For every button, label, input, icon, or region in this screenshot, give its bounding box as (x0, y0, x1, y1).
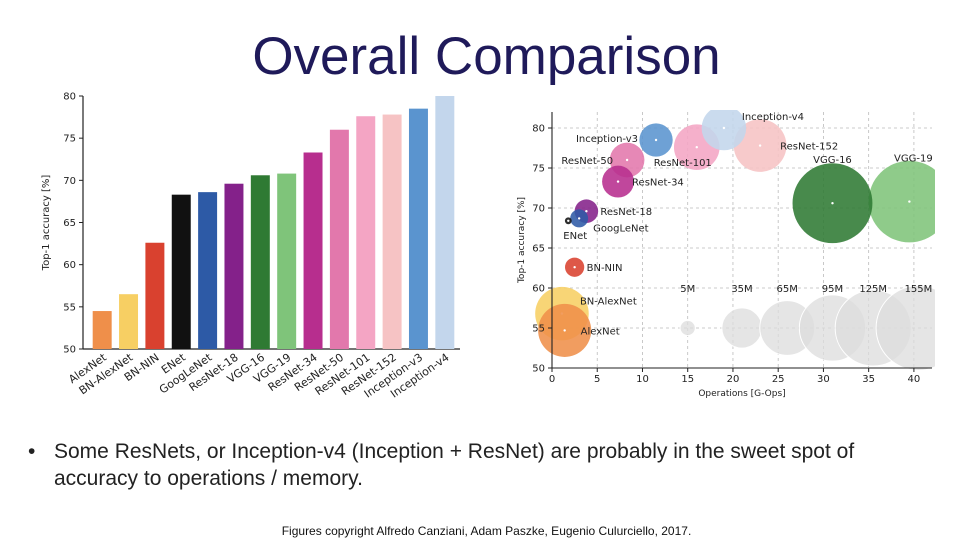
y-tick-label: 70 (532, 204, 545, 215)
model-bubble-center (567, 219, 570, 222)
bar (171, 194, 191, 349)
x-tick-label: 40 (908, 374, 921, 385)
bar (92, 311, 112, 349)
bubble-label: BN-NIN (587, 263, 623, 274)
page-title: Overall Comparison (252, 27, 721, 86)
bar (303, 152, 323, 349)
model-bubble-center (722, 126, 726, 130)
bubble-label: Inception-v3 (576, 134, 638, 145)
model-bubble-center (563, 329, 566, 332)
model-bubble-center (695, 146, 698, 149)
figure-credit: Figures copyright Alfredo Canziani, Adam… (281, 524, 692, 538)
y-tick-label: 65 (63, 218, 76, 229)
bar (145, 242, 165, 349)
y-tick-label: 80 (63, 92, 76, 103)
bubble-label: Inception-v4 (742, 112, 804, 123)
x-tick-label: 15 (681, 374, 694, 385)
model-bubble-center (908, 200, 911, 203)
y-tick-label: 55 (532, 324, 545, 335)
y-tick-label: 60 (532, 284, 545, 295)
bubble-label: VGG-16 (813, 155, 852, 166)
model-bubble-center (625, 158, 629, 162)
y-tick-label: 75 (532, 164, 545, 175)
bar (329, 129, 349, 349)
x-tick-label: 25 (772, 374, 785, 385)
bubble-label: GoogLeNet (593, 223, 649, 234)
y-tick-label: 50 (63, 345, 76, 356)
bubble-label: ENet (563, 231, 587, 242)
bar (435, 96, 455, 349)
model-bubble (868, 160, 935, 243)
size-legend-bubble (679, 319, 696, 337)
y-tick-label: 60 (63, 260, 76, 271)
y-tick-label: 70 (63, 176, 76, 187)
bubble-label: ResNet-34 (632, 178, 684, 189)
bar (198, 192, 218, 349)
model-bubble-center (585, 210, 588, 213)
bar (224, 183, 244, 349)
bar (356, 116, 376, 350)
size-legend-bubble (875, 285, 935, 371)
y-tick-label: 65 (532, 244, 545, 255)
size-legend-label: 125M (859, 284, 887, 295)
model-bubble-center (573, 266, 576, 269)
y-tick-label: 80 (532, 124, 545, 135)
bubble-label: ResNet-152 (780, 142, 838, 153)
y-tick-label: 55 (63, 302, 76, 313)
x-tick-label: 5 (594, 374, 600, 385)
x-tick-label: 30 (817, 374, 830, 385)
model-bubble-center (577, 217, 581, 220)
bullet-text: Some ResNets, or Inception-v4 (Inception… (54, 440, 855, 490)
bar (408, 108, 428, 350)
bar (382, 114, 402, 349)
model-bubble-center (654, 138, 658, 142)
model-bubble (701, 110, 747, 151)
x-tick-label: 35 (862, 374, 875, 385)
bubble-label: BN-AlexNet (580, 297, 637, 308)
size-legend-label: 95M (822, 284, 843, 295)
x-tick-label: 10 (636, 374, 649, 385)
bar (277, 173, 297, 349)
bubble-label: AlexNet (581, 326, 620, 337)
accuracy-vs-operations-bubble-chart: 5M 35M 65M 95M 125M 155M AlexNet BN-AlexNet BN-N… (517, 110, 935, 399)
size-legend-bubble (721, 307, 763, 349)
size-legend-label: 155M (905, 284, 933, 295)
bar (119, 294, 139, 349)
bubble-label: ResNet-101 (654, 158, 712, 169)
size-legend-label: 35M (731, 284, 752, 295)
y-tick-label: 75 (63, 134, 76, 145)
model-bubble-center (831, 202, 834, 205)
model-bubble-center (616, 180, 620, 183)
bubble-label: ResNet-18 (600, 207, 652, 218)
y-tick-label: 50 (532, 364, 545, 375)
x-axis-title: Operations [G-Ops] (698, 389, 785, 399)
x-tick-label: 20 (727, 374, 740, 385)
bubble-label: VGG-19 (894, 154, 933, 165)
size-legend-label: 5M (680, 284, 695, 295)
bubble-label: ResNet-50 (561, 156, 613, 167)
y-axis-title: Top-1 accuracy [%] (41, 175, 52, 272)
size-legend-label: 65M (777, 284, 798, 295)
bullet-marker: • (28, 440, 36, 463)
x-tick-label: 0 (549, 374, 555, 385)
y-axis-title: Top-1 accuracy [%] (517, 197, 527, 284)
bar (250, 175, 270, 349)
model-bubble-center (758, 144, 762, 147)
